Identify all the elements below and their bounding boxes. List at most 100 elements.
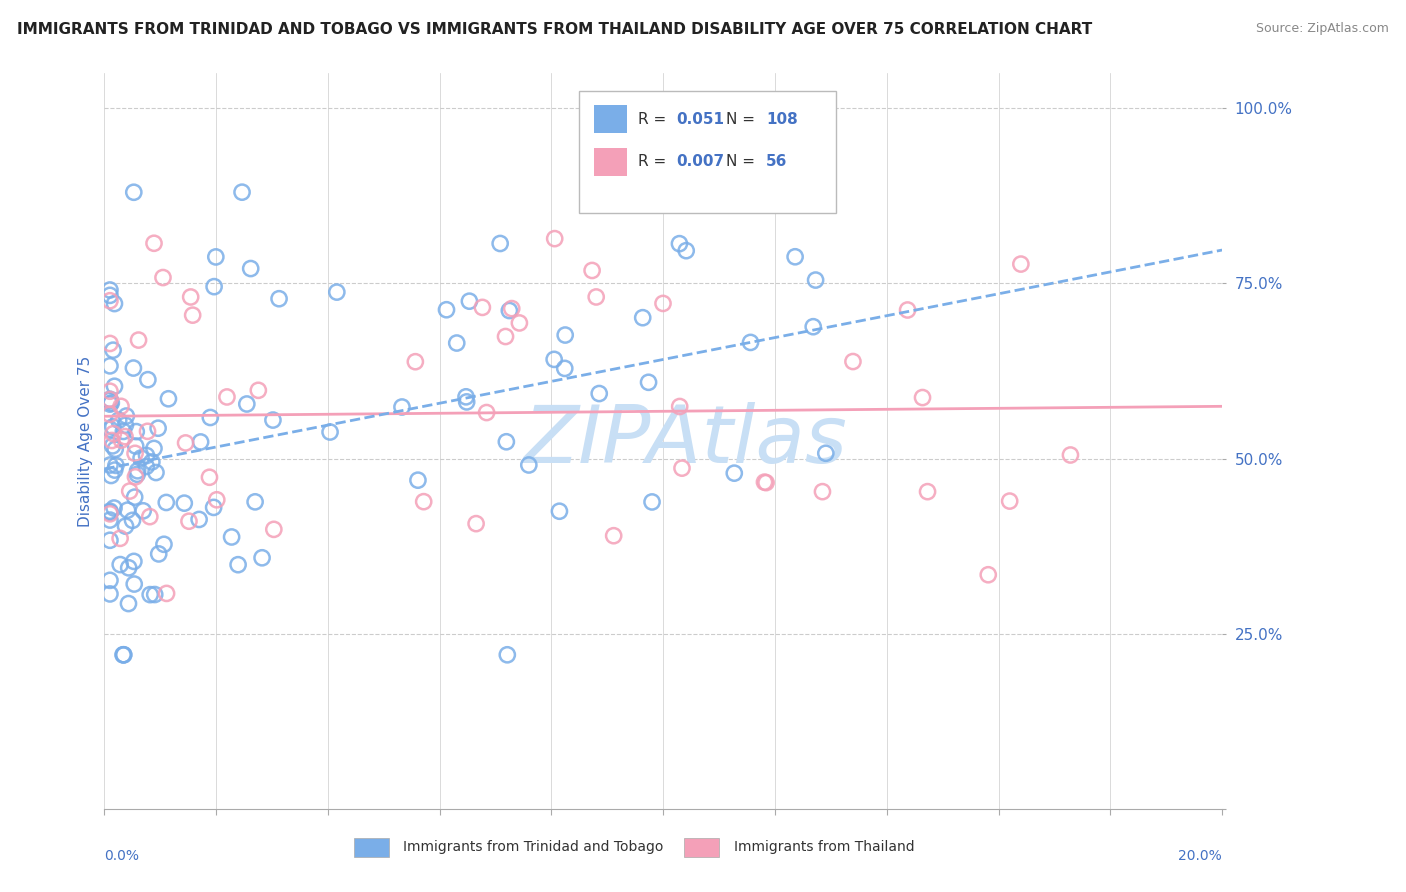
- Point: [104, 463, 127, 477]
- Point: [98, 384, 121, 399]
- Point: [98, 422, 121, 436]
- Point: [508, 316, 530, 330]
- Point: [117, 597, 139, 611]
- Point: [977, 567, 1000, 582]
- Point: [101, 434, 124, 448]
- Point: [124, 490, 146, 504]
- Point: [754, 475, 776, 489]
- Point: [814, 446, 837, 460]
- Point: [671, 461, 693, 475]
- FancyBboxPatch shape: [593, 105, 627, 133]
- Point: [122, 554, 145, 568]
- Y-axis label: Disability Age Over 75: Disability Age Over 75: [79, 355, 93, 526]
- Point: [202, 500, 225, 515]
- Point: [98, 458, 121, 472]
- Point: [602, 529, 624, 543]
- Point: [122, 361, 145, 376]
- Point: [139, 509, 162, 524]
- Point: [554, 361, 576, 376]
- Point: [489, 236, 512, 251]
- Point: [122, 577, 145, 591]
- Point: [181, 308, 204, 322]
- Point: [263, 522, 285, 536]
- Point: [548, 504, 571, 518]
- Point: [103, 379, 125, 393]
- Point: [454, 390, 477, 404]
- Point: [267, 292, 290, 306]
- Point: [143, 236, 166, 251]
- Point: [465, 516, 488, 531]
- Point: [98, 283, 121, 297]
- Point: [146, 421, 169, 435]
- Point: [132, 504, 155, 518]
- Point: [668, 400, 690, 414]
- Point: [111, 648, 134, 662]
- Point: [177, 514, 200, 528]
- Point: [98, 533, 121, 548]
- Point: [804, 273, 827, 287]
- Point: [842, 354, 865, 368]
- Point: [221, 530, 243, 544]
- Point: [262, 413, 284, 427]
- Point: [108, 558, 131, 572]
- Point: [243, 495, 266, 509]
- Point: [205, 492, 228, 507]
- Point: [215, 390, 238, 404]
- Point: [404, 355, 426, 369]
- Point: [112, 648, 135, 662]
- Point: [495, 329, 517, 343]
- Point: [98, 504, 121, 518]
- Point: [112, 425, 135, 439]
- Point: [98, 505, 121, 519]
- Point: [98, 336, 121, 351]
- Point: [110, 400, 132, 414]
- Point: [458, 294, 481, 309]
- Point: [98, 288, 121, 302]
- Point: [917, 484, 939, 499]
- Point: [98, 587, 121, 601]
- Text: Source: ZipAtlas.com: Source: ZipAtlas.com: [1256, 22, 1389, 36]
- Point: [98, 392, 121, 407]
- Point: [143, 442, 166, 456]
- Point: [652, 296, 675, 310]
- Point: [174, 436, 197, 450]
- Point: [157, 392, 180, 406]
- Point: [588, 386, 610, 401]
- Point: [236, 397, 259, 411]
- Point: [668, 236, 690, 251]
- Point: [501, 301, 523, 316]
- Text: 108: 108: [766, 112, 797, 127]
- Point: [471, 301, 494, 315]
- Point: [250, 550, 273, 565]
- Point: [554, 328, 576, 343]
- Point: [998, 494, 1021, 508]
- Point: [118, 484, 141, 499]
- Point: [98, 393, 121, 408]
- Point: [755, 475, 778, 490]
- Point: [641, 495, 664, 509]
- FancyBboxPatch shape: [579, 91, 837, 213]
- Point: [121, 513, 143, 527]
- Point: [495, 434, 517, 449]
- Point: [136, 425, 159, 439]
- Point: [239, 261, 262, 276]
- Point: [139, 588, 162, 602]
- Point: [112, 648, 135, 662]
- Point: [543, 352, 565, 367]
- Text: Immigrants from Thailand: Immigrants from Thailand: [734, 840, 914, 855]
- Point: [104, 442, 127, 457]
- Point: [108, 532, 131, 546]
- Point: [98, 513, 121, 527]
- Point: [128, 333, 150, 347]
- Point: [98, 407, 121, 421]
- Point: [124, 439, 146, 453]
- Point: [98, 293, 121, 308]
- Text: R =: R =: [637, 153, 671, 169]
- Point: [145, 466, 167, 480]
- Point: [202, 279, 225, 293]
- Point: [326, 285, 349, 299]
- Point: [637, 376, 659, 390]
- Point: [152, 270, 174, 285]
- Text: N =: N =: [725, 112, 759, 127]
- Text: IMMIGRANTS FROM TRINIDAD AND TOBAGO VS IMMIGRANTS FROM THAILAND DISABILITY AGE O: IMMIGRANTS FROM TRINIDAD AND TOBAGO VS I…: [17, 22, 1092, 37]
